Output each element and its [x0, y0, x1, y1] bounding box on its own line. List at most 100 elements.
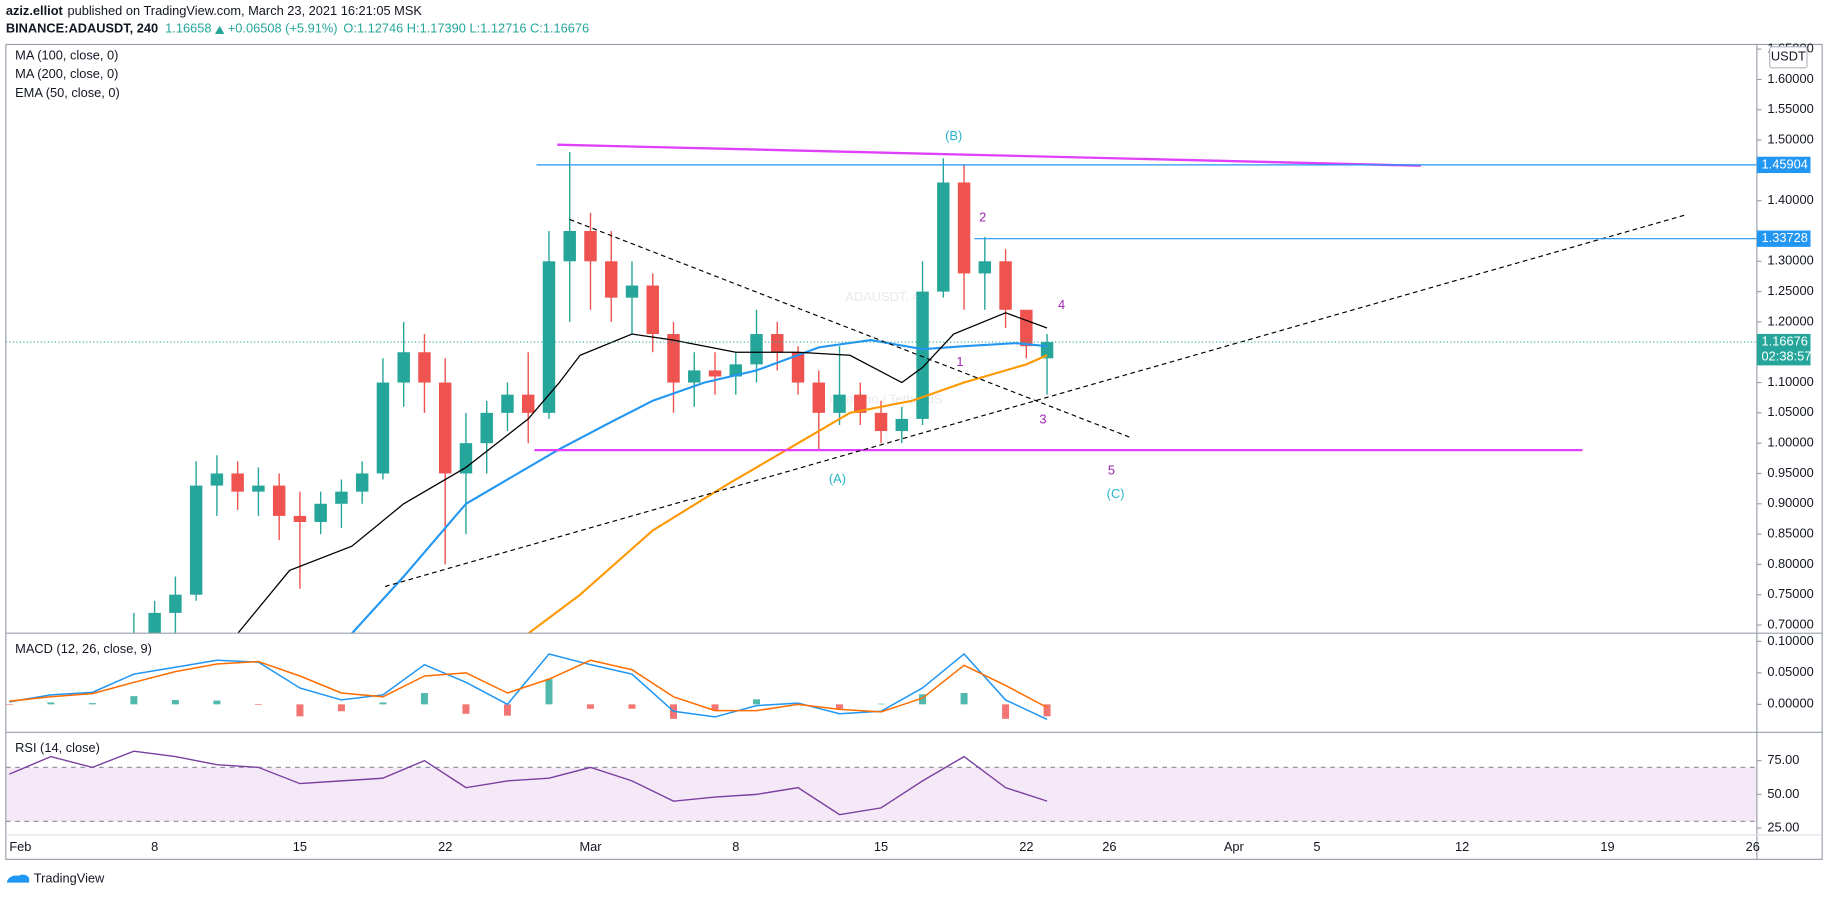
candle-body	[957, 182, 971, 274]
histogram-bar	[5, 704, 13, 705]
header-line: BINANCE:ADAUSDT, 240 1.16658 +0.06508 (+5.…	[6, 21, 589, 36]
histogram-bar	[88, 703, 96, 705]
candle-body	[791, 352, 805, 383]
wave-label: 3	[1039, 412, 1046, 427]
author: aziz.elliot	[6, 3, 64, 18]
x-tick-label: Mar	[579, 839, 602, 854]
candle-body	[542, 261, 556, 413]
candle-body	[729, 364, 742, 377]
y-tick-label: 1.25000	[1767, 283, 1813, 298]
x-tick-label: Feb	[9, 839, 31, 854]
last: 1.16658	[165, 21, 211, 36]
y-tick-label: 0.95000	[1767, 465, 1813, 480]
rsi-band	[5, 767, 1757, 822]
candle-body	[771, 334, 784, 353]
unit-label: USDT	[1771, 49, 1806, 64]
y-tick-label: 0.75000	[1767, 586, 1813, 601]
legend-entry: MA (200, close, 0)	[15, 66, 118, 81]
histogram-bar	[379, 702, 387, 705]
histogram-bar	[960, 693, 968, 705]
x-tick-label: 8	[732, 839, 739, 854]
y-tick-label: 0.85000	[1767, 525, 1813, 540]
logo-icon	[6, 874, 30, 883]
wave-label: (A)	[829, 471, 846, 486]
histogram-bar	[711, 704, 719, 711]
candle-body	[625, 285, 639, 298]
x-tick-label: 15	[874, 839, 888, 854]
histogram-bar	[1002, 704, 1010, 719]
y-tick-label: 1.20000	[1767, 313, 1813, 328]
candle-body	[272, 485, 286, 516]
countdown: 02:38:57	[1762, 349, 1812, 364]
x-tick-label: 19	[1600, 839, 1614, 854]
candle-body	[314, 503, 327, 522]
frame	[5, 43, 1823, 860]
candle-body	[231, 473, 244, 492]
candle-body	[148, 612, 161, 634]
x-tick-label: 5	[1313, 839, 1320, 854]
y-tick-label: 1.55000	[1767, 101, 1813, 116]
last-price-label: 1.16676	[1762, 333, 1808, 348]
rsi-line	[9, 750, 1048, 816]
y-tick-label: 1.40000	[1767, 192, 1813, 207]
footer-brand: TradingView	[34, 871, 105, 886]
candle-body	[252, 485, 265, 492]
indicator-line	[237, 312, 1048, 634]
histogram-bar	[753, 699, 761, 705]
change-arrow	[215, 25, 225, 34]
histogram-bar	[337, 704, 345, 712]
signal-line	[9, 659, 1048, 713]
candle-body	[189, 485, 203, 595]
price-label-box	[1756, 230, 1811, 247]
y-tick-label: 0.00000	[1767, 696, 1813, 711]
histogram-bar	[296, 704, 304, 717]
y-tick-label: 0.90000	[1767, 495, 1813, 510]
histogram-bar	[420, 693, 428, 705]
candle-body	[605, 261, 618, 298]
watermark: ADAUSDT, 4h	[845, 289, 926, 304]
candle-body	[978, 261, 992, 274]
x-tick-label: 15	[293, 839, 307, 854]
y-tick-label: 1.30000	[1767, 253, 1813, 268]
candle-body	[584, 230, 597, 262]
macd-pane	[5, 653, 1051, 721]
change: +0.06508 (+5.91%)	[228, 21, 338, 36]
y-tick-label: 1.05000	[1767, 404, 1813, 419]
indicator-line	[351, 339, 1048, 634]
histogram-bar	[503, 704, 511, 716]
y-tick-label: 1.60000	[1767, 71, 1813, 86]
candle-body	[708, 370, 722, 377]
histogram-bar	[545, 679, 553, 705]
x-tick-label: 22	[438, 839, 452, 854]
histogram-bar	[213, 700, 221, 705]
unit-box	[1769, 46, 1808, 69]
y-tick-label: 0.80000	[1767, 556, 1813, 571]
histogram-bar	[130, 696, 138, 705]
candle-body	[999, 261, 1012, 310]
x-tick-label: 26	[1746, 839, 1760, 854]
histogram-bar	[877, 703, 885, 705]
price-label: 1.33728	[1762, 230, 1808, 245]
histogram-bar	[919, 694, 927, 705]
histogram-bar	[586, 704, 594, 709]
y-tick-label: 75.00	[1767, 752, 1799, 767]
wave-label: (C)	[1107, 486, 1125, 501]
y-tick-label: 25.00	[1767, 820, 1799, 835]
candle-body	[895, 418, 909, 432]
candle-body	[355, 473, 369, 492]
x-tick-label: 12	[1455, 839, 1469, 854]
candle-body	[833, 394, 846, 413]
y-tick-label: 1.50000	[1767, 131, 1813, 146]
trend-line	[557, 143, 1421, 167]
candle-body	[688, 370, 701, 383]
candle-body	[874, 412, 888, 432]
candle-body	[438, 382, 452, 474]
y-tick-label: 1.00000	[1767, 435, 1813, 450]
legend-entry: EMA (50, close, 0)	[15, 85, 120, 100]
price-label-box	[1756, 156, 1811, 174]
y-tick-label: 1.10000	[1767, 374, 1813, 389]
